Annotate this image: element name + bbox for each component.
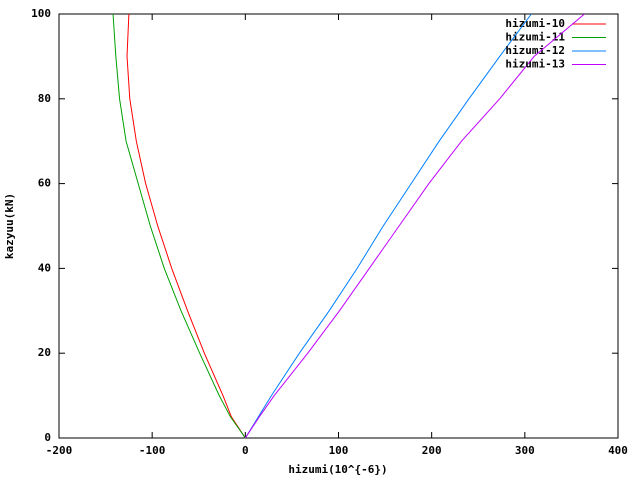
- y-tick-label: 20: [38, 346, 51, 359]
- x-tick-label: 200: [422, 444, 442, 457]
- x-tick-label: 100: [329, 444, 349, 457]
- legend-label: hizumi-12: [505, 44, 565, 57]
- x-tick-label: 0: [242, 444, 249, 457]
- legend-label: hizumi-13: [505, 58, 565, 71]
- y-tick-label: 40: [38, 261, 51, 274]
- x-tick-label: 400: [608, 444, 628, 457]
- legend-label: hizumi-10: [505, 17, 565, 30]
- x-tick-label: -200: [46, 444, 73, 457]
- legend-label: hizumi-11: [505, 31, 565, 44]
- y-axis-label: kazyuu(kN): [3, 193, 16, 259]
- y-tick-label: 80: [38, 92, 51, 105]
- x-axis-label: hizumi(10^{-6}): [288, 463, 387, 476]
- plot-frame: [58, 13, 619, 439]
- data-line: [244, 13, 585, 439]
- x-tick-label: 300: [515, 444, 535, 457]
- data-line: [244, 13, 532, 439]
- data-line: [112, 13, 246, 439]
- y-tick-label: 100: [31, 7, 51, 20]
- y-tick-label: 60: [38, 177, 51, 190]
- x-tick-label: -100: [139, 444, 166, 457]
- data-line: [126, 13, 246, 439]
- y-tick-label: 0: [44, 431, 51, 444]
